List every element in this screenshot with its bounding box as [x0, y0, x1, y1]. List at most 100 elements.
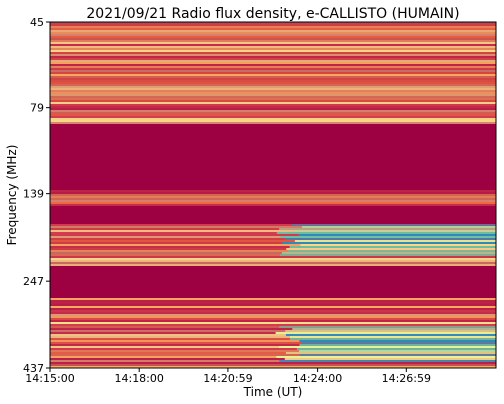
heatmap-burst-row-109 [276, 356, 496, 358]
heatmap-burst-row-62 [294, 230, 496, 232]
heatmap-row-44 [50, 110, 496, 112]
spectrogram-heatmap [50, 22, 496, 368]
heatmap-row-92 [50, 322, 496, 324]
heatmap-row-56 [50, 200, 496, 202]
heatmap-burst-row-68 [282, 242, 496, 244]
x-tick-label-2: 14:20:59 [203, 372, 252, 385]
heatmap-row-78 [50, 262, 496, 264]
heatmap-row-64 [50, 234, 496, 236]
heatmap-row-45 [50, 112, 496, 114]
heatmap-row-48 [50, 118, 496, 120]
heatmap-burst-row-95 [292, 328, 496, 330]
heatmap-row-88 [50, 314, 496, 316]
heatmap-row-102 [50, 342, 496, 344]
heatmap-row-53 [50, 194, 496, 196]
x-tick-label-0: 14:15:00 [25, 372, 74, 385]
heatmap-row-60 [50, 226, 496, 228]
heatmap-row-71 [50, 248, 496, 250]
heatmap-row-6 [50, 34, 496, 36]
heatmap-row-34 [50, 90, 496, 92]
heatmap-row-54 [50, 196, 496, 198]
heatmap-row-112 [50, 362, 496, 364]
heatmap-row-55 [50, 198, 496, 200]
heatmap-row-41 [50, 104, 496, 106]
heatmap-row-114 [50, 366, 496, 368]
heatmap-row-49 [50, 120, 496, 122]
heatmap-burst-row-102 [301, 342, 496, 344]
y-axis-ticks: 45 79 139 247 437 [23, 16, 50, 375]
heatmap-burst-row-96 [285, 330, 496, 332]
heatmap-row-79 [50, 264, 496, 266]
heatmap-row-99 [50, 336, 496, 338]
heatmap-burst-row-63 [276, 232, 496, 234]
heatmap-row-95 [50, 328, 496, 330]
heatmap-burst-row-60 [301, 226, 496, 228]
heatmap-row-35 [50, 92, 496, 94]
heatmap-row-46 [50, 114, 496, 116]
heatmap-row-57 [50, 202, 496, 204]
heatmap-row-27 [50, 76, 496, 78]
heatmap-row-16 [50, 54, 496, 56]
heatmap-row-104 [50, 346, 496, 348]
heatmap-row-89 [50, 316, 496, 318]
chart-title: 2021/09/21 Radio flux density, e-CALLIST… [86, 6, 459, 22]
heatmap-burst-row-71 [286, 248, 496, 250]
heatmap-row-36 [50, 94, 496, 96]
heatmap-row-28 [50, 78, 496, 80]
heatmap-row-97 [50, 332, 496, 334]
heatmap-row-7 [50, 36, 496, 38]
heatmap-row-51 [50, 190, 496, 192]
x-tick-label-1: 14:18:00 [114, 372, 163, 385]
heatmap-burst-row-98 [285, 334, 496, 336]
heatmap-row-20 [50, 62, 496, 64]
heatmap-row-65 [50, 236, 496, 238]
heatmap-row-93 [50, 324, 496, 326]
heatmap-burst-row-67 [294, 240, 496, 242]
heatmap-row-91 [50, 320, 496, 322]
heatmap-row-12 [50, 46, 496, 48]
heatmap-row-69 [50, 244, 496, 246]
heatmap-burst-row-70 [289, 246, 496, 248]
heatmap-row-84 [50, 306, 496, 308]
heatmap-row-59 [50, 224, 496, 226]
heatmap-burst-row-66 [285, 238, 496, 240]
heatmap-row-110 [50, 358, 496, 360]
heatmap-row-101 [50, 340, 496, 342]
heatmap-row-9 [50, 40, 496, 42]
heatmap-row-25 [50, 72, 496, 74]
heatmap-row-17 [50, 56, 496, 58]
heatmap-row-62 [50, 230, 496, 232]
heatmap-burst-row-59 [291, 224, 496, 226]
heatmap-row-42 [50, 106, 496, 108]
heatmap-row-0 [50, 22, 496, 24]
heatmap-row-113 [50, 364, 496, 366]
y-tick-label-3: 247 [23, 275, 44, 288]
heatmap-row-82 [50, 302, 496, 304]
heatmap-row-106 [50, 350, 496, 352]
heatmap-row-68 [50, 242, 496, 244]
heatmap-burst-row-100 [289, 338, 496, 340]
heatmap-row-80 [50, 298, 496, 300]
heatmap-row-37 [50, 96, 496, 98]
heatmap-burst-row-103 [299, 344, 496, 346]
heatmap-row-107 [50, 352, 496, 354]
heatmap-row-50 [50, 122, 496, 124]
heatmap-row-8 [50, 38, 496, 40]
heatmap-row-39 [50, 100, 496, 102]
heatmap-row-52 [50, 192, 496, 194]
heatmap-row-100 [50, 338, 496, 340]
heatmap-row-66 [50, 238, 496, 240]
heatmap-row-47 [50, 116, 496, 118]
heatmap-row-73 [50, 252, 496, 254]
x-tick-label-3: 14:24:00 [293, 372, 342, 385]
heatmap-row-58 [50, 204, 496, 206]
heatmap-row-22 [50, 66, 496, 68]
heatmap-row-98 [50, 334, 496, 336]
heatmap-row-61 [50, 228, 496, 230]
heatmap-burst-row-61 [279, 228, 496, 230]
heatmap-burst-row-69 [300, 244, 496, 246]
heatmap-row-21 [50, 64, 496, 66]
heatmap-row-2 [50, 26, 496, 28]
heatmap-row-76 [50, 258, 496, 260]
